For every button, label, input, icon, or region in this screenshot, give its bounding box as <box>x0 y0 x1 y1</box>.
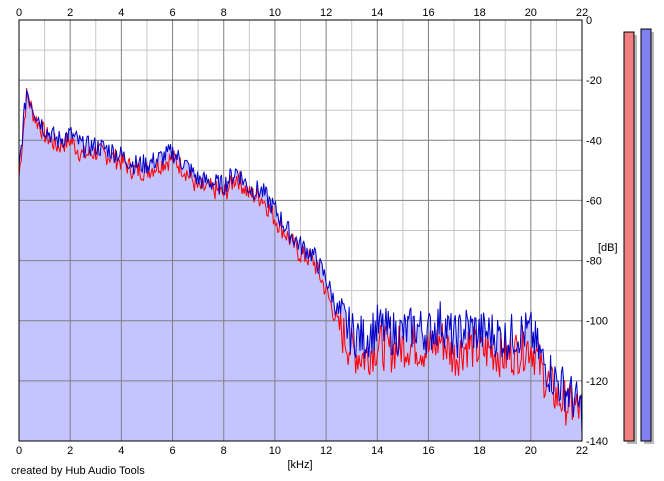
level-meters <box>623 28 654 445</box>
y-tick-label: -60 <box>586 195 602 207</box>
x-tick-label-bottom: 0 <box>16 445 22 457</box>
x-tick-label-bottom: 16 <box>422 445 434 457</box>
x-tick-label-bottom: 20 <box>525 445 537 457</box>
x-tick-label-top: 6 <box>169 7 175 19</box>
y-axis-tick-labels: 0 -20 -40 -60 -80 -100 -120 -140 <box>586 15 608 448</box>
x-tick-label-top: 20 <box>525 7 537 19</box>
plot-border <box>18 19 583 442</box>
y-tick-label: 0 <box>586 15 592 27</box>
y-tick-label: -100 <box>586 316 608 328</box>
series-layer <box>18 88 583 434</box>
x-tick-label-top: 16 <box>422 7 434 19</box>
x-tick-label-bottom: 6 <box>169 445 175 457</box>
x-tick-label-bottom: 8 <box>221 445 227 457</box>
y-tick-label: -20 <box>586 75 602 87</box>
series-line-right <box>18 89 583 434</box>
level-meter-left <box>623 31 635 442</box>
credit-text: created by Hub Audio Tools <box>11 465 145 477</box>
x-tick-label-bottom: 4 <box>118 445 124 457</box>
x-tick-label-bottom: 22 <box>576 445 588 457</box>
y-tick-label: -80 <box>586 256 602 268</box>
x-tick-label-top: 22 <box>576 7 588 19</box>
x-tick-label-top: 8 <box>221 7 227 19</box>
y-tick-label: -40 <box>586 135 602 147</box>
x-tick-label-top: 12 <box>320 7 332 19</box>
major-grid <box>19 20 582 441</box>
series-line-left <box>18 88 583 426</box>
x-tick-label-top: 10 <box>269 7 281 19</box>
x-axis-bottom-tick-labels: 0 2 4 6 8 10 12 14 16 18 20 22 <box>16 445 588 457</box>
x-tick-label-bottom: 10 <box>269 445 281 457</box>
x-tick-label-top: 14 <box>371 7 383 19</box>
x-tick-label-bottom: 2 <box>67 445 73 457</box>
y-tick-label: -120 <box>586 376 608 388</box>
x-tick-label-bottom: 14 <box>371 445 383 457</box>
x-axis-top-tick-labels: 0 2 4 6 8 10 12 14 16 18 20 22 <box>16 7 588 19</box>
x-tick-label-top: 18 <box>474 7 486 19</box>
x-axis-label: [kHz] <box>287 459 312 471</box>
level-meter-right <box>640 28 652 442</box>
x-tick-label-bottom: 18 <box>474 445 486 457</box>
x-tick-label-top: 4 <box>118 7 124 19</box>
spectrum-fill <box>19 90 582 442</box>
x-tick-label-bottom: 12 <box>320 445 332 457</box>
spectrum-fill-layer <box>19 90 582 442</box>
y-axis-label: [dB] <box>598 242 618 254</box>
x-tick-label-top: 2 <box>67 7 73 19</box>
x-tick-label-top: 0 <box>16 7 22 19</box>
y-tick-label: -140 <box>586 436 608 448</box>
